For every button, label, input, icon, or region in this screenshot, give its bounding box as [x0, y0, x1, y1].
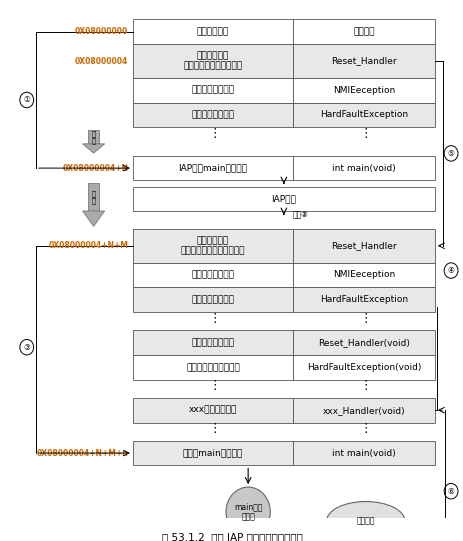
Bar	[292, 262, 434, 287]
Text: 复位中断向量
（新中断向量表起始地址）: 复位中断向量 （新中断向量表起始地址）	[180, 236, 244, 255]
Bar	[292, 78, 434, 103]
Text: ⑤: ⑤	[447, 149, 454, 158]
Text: 新程序main函数入口: 新程序main函数入口	[182, 448, 243, 458]
Text: 0X08000004+N+M+n: 0X08000004+N+M+n	[37, 448, 128, 458]
Text: ①: ①	[23, 95, 30, 104]
Text: ⋮: ⋮	[208, 312, 220, 325]
Bar	[132, 19, 292, 44]
Text: NMIEeception: NMIEeception	[332, 85, 394, 95]
Text: 硬件错误中断向量: 硬件错误中断向量	[191, 110, 234, 120]
Text: 栈顶地址: 栈顶地址	[352, 28, 374, 36]
Text: ⋮: ⋮	[208, 379, 220, 392]
Text: 0X08000004: 0X08000004	[75, 56, 128, 65]
Bar	[132, 330, 292, 355]
Circle shape	[225, 487, 270, 537]
Bar	[292, 355, 434, 380]
Bar	[132, 44, 292, 78]
Text: 硬件错误中断程序入口: 硬件错误中断程序入口	[186, 363, 239, 372]
Text: HardFaultException: HardFaultException	[319, 295, 407, 304]
Bar	[292, 229, 434, 262]
Text: 0X08000000: 0X08000000	[75, 28, 128, 36]
Text: int main(void): int main(void)	[332, 163, 395, 173]
Text: 闪存物理地址: 闪存物理地址	[196, 28, 229, 36]
Text: 跳转②: 跳转②	[293, 210, 308, 220]
Text: IAP过程: IAP过程	[271, 195, 296, 203]
Bar	[88, 130, 99, 144]
Text: 非可屏蔽中断向量: 非可屏蔽中断向量	[191, 270, 234, 280]
Bar	[88, 183, 99, 211]
Bar	[132, 78, 292, 103]
Text: 重
烧: 重 烧	[91, 190, 95, 204]
Text: 图 53.1.2  加入 IAP 之后程序运行流程图: 图 53.1.2 加入 IAP 之后程序运行流程图	[161, 532, 302, 541]
Bar	[292, 287, 434, 312]
Text: Reset_Handler: Reset_Handler	[331, 241, 396, 250]
Bar	[292, 44, 434, 78]
Text: HardFaultException: HardFaultException	[319, 110, 407, 120]
Text: ⋮: ⋮	[358, 379, 371, 392]
Bar	[132, 355, 292, 380]
Text: ⋮: ⋮	[358, 127, 371, 140]
Text: Reset_Handler: Reset_Handler	[331, 56, 396, 65]
Bar	[292, 156, 434, 181]
Bar	[132, 187, 434, 212]
Text: 中断请求: 中断请求	[356, 517, 374, 526]
Text: ④: ④	[447, 266, 454, 275]
Text: xxx中断程序入口: xxx中断程序入口	[188, 406, 237, 414]
Text: ⑥: ⑥	[447, 487, 454, 496]
Bar	[132, 229, 292, 262]
Bar	[292, 398, 434, 423]
Text: 硬件错误中断向量: 硬件错误中断向量	[191, 295, 234, 304]
Text: int main(void): int main(void)	[332, 448, 395, 458]
Bar	[132, 398, 292, 423]
Bar	[132, 103, 292, 127]
Polygon shape	[82, 211, 105, 227]
Text: xxx_Handler(void): xxx_Handler(void)	[322, 406, 404, 414]
Text: Reset_Handler(void): Reset_Handler(void)	[317, 338, 409, 347]
Text: HardFaultException(void): HardFaultException(void)	[306, 363, 420, 372]
Bar	[292, 330, 434, 355]
Text: 0X08000004+N+M: 0X08000004+N+M	[48, 241, 128, 250]
Text: 非可屏蔽中断向量: 非可屏蔽中断向量	[191, 85, 234, 95]
Text: 复位中断程序入口: 复位中断程序入口	[191, 338, 234, 347]
Text: 复位中断向量
（中断向量表起始地址）: 复位中断向量 （中断向量表起始地址）	[183, 51, 242, 70]
Text: IAP程序main函数入口: IAP程序main函数入口	[178, 163, 247, 173]
Text: ⋮: ⋮	[208, 127, 220, 140]
Bar	[132, 156, 292, 181]
Polygon shape	[82, 144, 105, 153]
Bar	[292, 19, 434, 44]
Bar	[132, 262, 292, 287]
Text: NMIEeception: NMIEeception	[332, 270, 394, 280]
Text: 重
烧: 重 烧	[91, 130, 95, 144]
Bar	[292, 103, 434, 127]
Text: ⋮: ⋮	[358, 312, 371, 325]
Text: 0X08000004+N: 0X08000004+N	[62, 163, 128, 173]
Text: ⋮: ⋮	[358, 423, 371, 436]
Text: ⋮: ⋮	[208, 423, 220, 436]
Bar	[132, 440, 292, 465]
Ellipse shape	[326, 502, 404, 541]
Bar	[292, 440, 434, 465]
Text: main函数
死循环: main函数 死循环	[233, 502, 262, 522]
Bar	[132, 287, 292, 312]
Text: ③: ③	[23, 342, 30, 352]
